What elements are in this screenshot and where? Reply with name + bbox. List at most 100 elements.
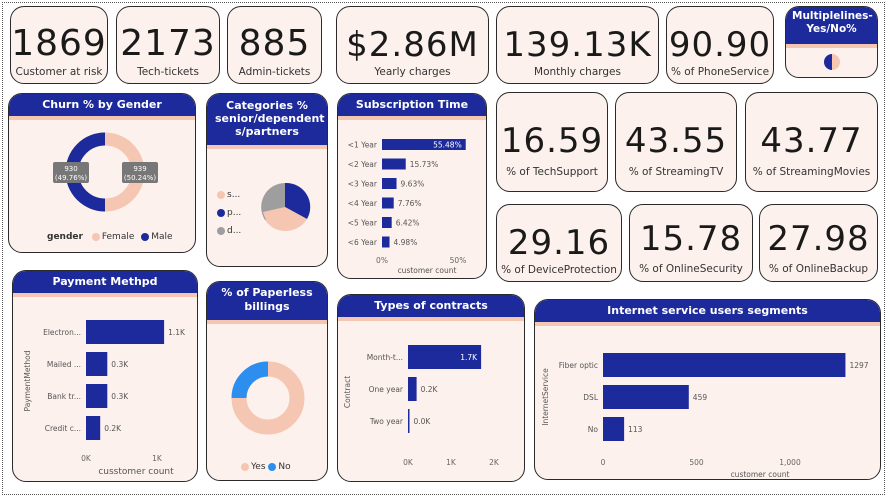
churn-gender-card[interactable]: Churn % by Gender 930 (49.76%) 939 (50.2…	[8, 93, 196, 253]
bar[interactable]	[408, 345, 482, 369]
legend-male: Male	[151, 232, 173, 242]
tick-label: 1K	[152, 454, 163, 463]
legend-female: Female	[101, 232, 135, 242]
kpi-label: Customer at risk	[15, 66, 103, 78]
tick-label: 1,000	[779, 458, 801, 467]
kpi-streaming-tv[interactable]: 43.55 % of StreamingTV	[615, 92, 737, 192]
donut-slice-no	[231, 361, 269, 399]
y-axis-title: Contract	[343, 376, 352, 408]
bar[interactable]	[382, 236, 390, 248]
legend-swatch	[217, 226, 225, 235]
card-title: Subscription Time	[338, 94, 486, 120]
tick-label: 50%	[450, 256, 467, 265]
kpi-value: 90.90	[668, 25, 772, 65]
card-title: Categories % senior/dependent s/partners	[207, 94, 327, 149]
kpi-value: 43.77	[760, 121, 863, 161]
data-label: 9.63%	[401, 180, 425, 189]
data-label: 0.2K	[104, 424, 122, 433]
payment-card[interactable]: Payment Methpd Electron... 1.1K Mailed ...…	[12, 270, 198, 482]
subscription-card[interactable]: Subscription Time <1 Year 55.48% <2 Year 15…	[337, 93, 487, 279]
category-label: Credit c...	[45, 424, 81, 433]
kpi-label: % of PhoneService	[670, 66, 770, 78]
category-label: <5 Year	[348, 219, 378, 228]
bar[interactable]	[603, 353, 846, 377]
paperless-card[interactable]: % of Paperless billings Yes No	[206, 281, 328, 481]
bar[interactable]	[86, 384, 108, 408]
legend-yes: Yes	[251, 462, 266, 472]
kpi-label: % of OnlineSecurity	[639, 263, 743, 275]
bar[interactable]	[382, 217, 392, 228]
x-axis-title: cusstomer count	[98, 467, 174, 477]
data-label: 4.98%	[394, 238, 418, 247]
bar[interactable]	[86, 352, 108, 376]
category-label: Month-t...	[367, 353, 403, 362]
kpi-label: % of DeviceProtection	[501, 264, 617, 276]
bar[interactable]	[603, 417, 625, 441]
pie-slice-yes	[824, 54, 832, 70]
data-label: 1.1K	[168, 328, 186, 337]
kpi-tech-tickets[interactable]: 2173 Tech-tickets	[116, 6, 220, 84]
bar[interactable]	[382, 178, 397, 189]
kpi-label: % of OnlineBackup	[768, 263, 869, 275]
data-label: 7.76%	[398, 199, 422, 208]
kpi-streaming-movies[interactable]: 43.77 % of StreamingMovies	[745, 92, 878, 192]
category-label: Fiber optic	[559, 361, 598, 370]
multiplelines-card[interactable]: Multiplelines-Yes/No%	[785, 6, 878, 78]
kpi-admin-tickets[interactable]: 885 Admin-tickets	[227, 6, 322, 84]
kpi-tech-support[interactable]: 16.59 % of TechSupport	[496, 92, 608, 192]
y-axis-title: PaymentMethod	[23, 350, 32, 411]
kpi-device-protection[interactable]: 29.16 % of DeviceProtection	[496, 204, 622, 282]
category-label: One year	[369, 385, 404, 394]
kpi-customer-at-risk[interactable]: 1869 Customer at risk	[10, 6, 108, 84]
tick-label: 0K	[403, 458, 414, 467]
kpi-value: 29.16	[507, 223, 611, 263]
contracts-card[interactable]: Types of contracts Month-t... 1.7K One yea…	[337, 294, 525, 482]
kpi-online-security[interactable]: 15.78 % of OnlineSecurity	[629, 204, 753, 282]
bar[interactable]	[408, 377, 417, 401]
bar[interactable]	[382, 139, 466, 150]
subscription-chart: <1 Year 55.48% <2 Year 15.73% <3 Year 9.63% <4…	[348, 139, 467, 275]
bar[interactable]	[382, 197, 394, 209]
data-label: 0.3K	[111, 360, 129, 369]
data-label: 113	[628, 425, 643, 434]
bar[interactable]	[86, 416, 101, 440]
kpi-online-backup[interactable]: 27.98 % of OnlineBackup	[759, 204, 878, 282]
tick-label: 1K	[446, 458, 457, 467]
paperless-donut	[231, 361, 305, 435]
data-label-female: 939	[133, 165, 146, 173]
legend-title: gender	[47, 232, 83, 242]
card-title: Internet service users segments	[535, 300, 880, 326]
bar[interactable]	[408, 409, 410, 433]
legend-swatch	[217, 208, 225, 217]
legend-swatch-female	[91, 232, 100, 241]
kpi-label: Yearly charges	[374, 66, 451, 78]
bar[interactable]	[603, 385, 689, 409]
category-label: DSL	[583, 393, 599, 402]
x-axis-title: customer count	[398, 266, 457, 275]
bar[interactable]	[86, 320, 165, 344]
data-label-female-pct: (50.24%)	[124, 174, 156, 182]
category-label: Mailed ...	[47, 360, 81, 369]
categories-legend: s... p... d...	[217, 186, 241, 240]
pie-slice-p	[285, 182, 311, 219]
kpi-monthly-charges[interactable]: 139.13K Monthly charges	[496, 6, 659, 84]
category-label: <3 Year	[348, 180, 378, 189]
card-title: Payment Methpd	[13, 271, 197, 297]
kpi-value: 2173	[120, 23, 216, 64]
internet-card[interactable]: Internet service users segments Fiber op…	[534, 299, 881, 480]
categories-pie	[261, 182, 311, 232]
data-label: 6.42%	[396, 219, 420, 228]
legend-item: s...	[227, 190, 241, 200]
category-label: No	[588, 425, 599, 434]
legend-swatch-no	[268, 462, 277, 471]
data-label-male-pct: (49.76%)	[55, 174, 87, 182]
bar[interactable]	[382, 158, 406, 170]
categories-card[interactable]: Categories % senior/dependent s/partners…	[206, 93, 328, 267]
kpi-label: % of StreamingTV	[628, 166, 724, 178]
contracts-chart: Month-t... 1.7K One year 0.2K Two year 0.0K 0K…	[343, 345, 500, 467]
category-label: Bank tr...	[47, 392, 81, 401]
kpi-phone-service[interactable]: 90.90 % of PhoneService	[666, 6, 774, 84]
kpi-label: % of TechSupport	[506, 166, 598, 178]
kpi-yearly-charges[interactable]: $2.86M Yearly charges	[336, 6, 489, 84]
